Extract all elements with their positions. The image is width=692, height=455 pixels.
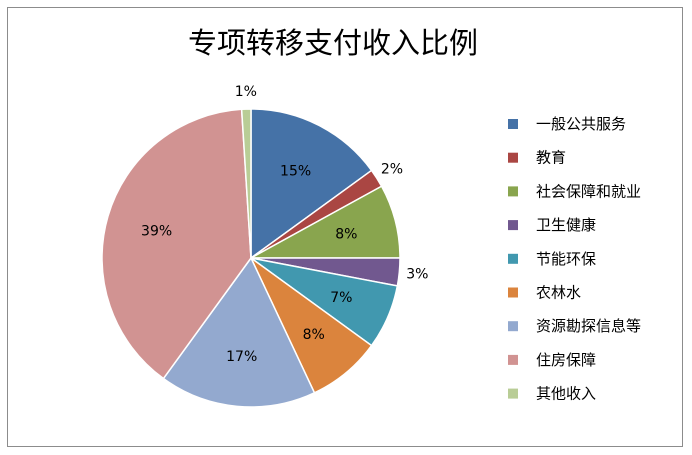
legend-swatch-4	[508, 253, 518, 264]
legend-swatch-0	[508, 119, 518, 129]
pie-slice-0	[250, 108, 373, 260]
pie-slice-8	[240, 108, 252, 259]
legend-label-6: 资源勘探信息等	[536, 317, 641, 335]
legend-swatch-8	[508, 388, 518, 399]
legend-label-2: 社会保障和就业	[536, 182, 641, 200]
legend-label-5: 农林水	[536, 284, 581, 302]
legend-label-4: 节能环保	[536, 250, 596, 268]
legend-swatch-3	[508, 220, 518, 231]
legend-swatch-2	[508, 186, 518, 197]
legend-label-0: 一般公共服务	[536, 115, 626, 133]
pie-slice-6	[162, 256, 316, 408]
legend-swatch-5	[508, 287, 518, 298]
chart-title: 专项转移支付收入比例	[188, 26, 478, 60]
pie-labels: 15% 2% 8% 3% 7% 8% 17% 39% 1%	[141, 84, 428, 365]
legend-label-8: 其他收入	[536, 385, 596, 403]
legend-swatch-1	[508, 152, 518, 163]
pie-label-6: 17%	[226, 349, 257, 365]
legend-swatch-7	[508, 354, 518, 365]
pie-label-7: 39%	[141, 224, 172, 240]
pie-slice-7	[101, 108, 252, 380]
legend-swatch-6	[508, 321, 518, 332]
legend: 一般公共服务教育社会保障和就业卫生健康节能环保农林水资源勘探信息等住房保障其他收…	[508, 115, 641, 403]
legend-label-3: 卫生健康	[536, 216, 596, 234]
pie-label-1: 2%	[381, 162, 403, 178]
pie-label-8: 1%	[235, 84, 257, 100]
pie-label-2: 8%	[335, 227, 357, 243]
pie-label-4: 7%	[330, 290, 352, 306]
pie-label-0: 15%	[280, 163, 311, 179]
pie-label-3: 3%	[406, 267, 428, 283]
legend-label-1: 教育	[536, 149, 566, 167]
pie-label-5: 8%	[303, 327, 325, 343]
legend-label-7: 住房保障	[536, 351, 596, 369]
pie-slices	[101, 108, 401, 408]
